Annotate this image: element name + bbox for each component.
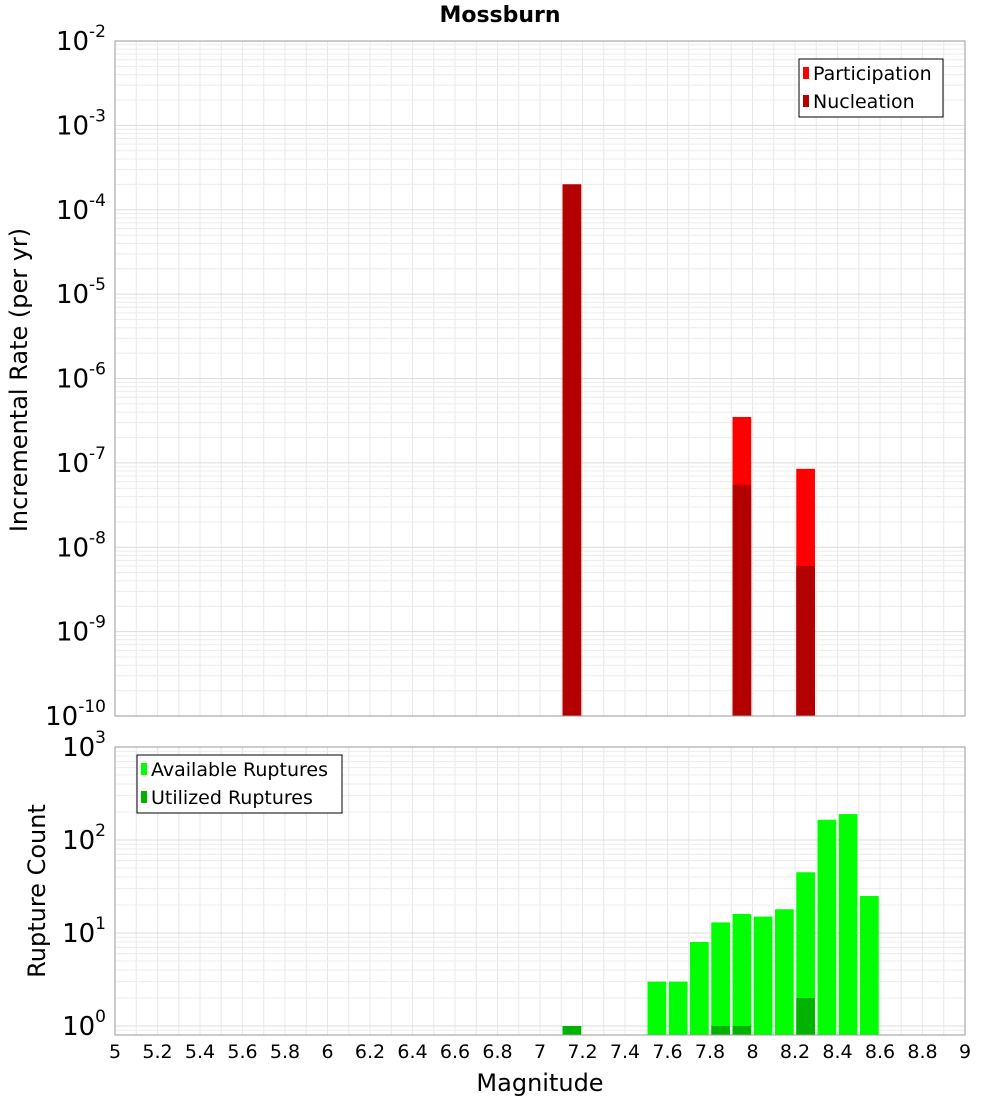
x-tick-label: 7.2 [567,1041,597,1063]
top-y-ticks: 10-10 10-9 10-8 10-7 10-6 10-5 10-4 10-3 10-2 [45,22,106,732]
y-tick-label: 10-2 [56,22,106,57]
bottom-bar-available-ruptures [860,895,879,1035]
x-tick-label: 7.6 [652,1041,682,1063]
y-tick-label: 102 [62,821,106,856]
legend-swatch [803,95,809,107]
legend-swatch [141,763,147,775]
x-tick-label: 8.6 [865,1041,895,1063]
bottom-plot-frame [114,746,966,1036]
y-tick-label: 10-8 [56,528,106,563]
y-tick-label: 10-7 [56,444,106,479]
x-tick-label: 5.4 [185,1041,215,1063]
bottom-bar-utilized-ruptures [732,1025,752,1035]
top-grid [114,40,966,717]
bottom-bar-available-ruptures [711,922,730,1035]
top-bar-nucleation [796,565,815,716]
bottom-y-ticks: 100 101 102 103 [62,728,106,1042]
chart-title: Mossburn [439,3,560,28]
bottom-bar-available-ruptures [796,872,815,1035]
x-tick-label: 6.6 [440,1041,470,1063]
x-tick-label: 8.4 [822,1041,852,1063]
x-tick-label: 9 [959,1041,971,1063]
x-tick-label: 6.8 [482,1041,512,1063]
legend-label: Utilized Ruptures [151,787,313,809]
y-tick-label: 100 [62,1007,106,1042]
y-tick-label: 101 [62,914,106,949]
bottom-bar-utilized-ruptures [562,1025,582,1035]
x-tick-label: 5.8 [270,1041,300,1063]
y-tick-label: 10-3 [56,106,106,141]
legend-box [798,58,944,118]
bottom-legend: Available Ruptures Utilized Ruptures [136,754,343,814]
x-tick-label: 6 [321,1041,333,1063]
bottom-bar-available-ruptures [753,916,773,1035]
x-tick-label: 5 [109,1041,121,1063]
bottom-bar-available-ruptures [817,819,837,1035]
top-bar-nucleation [732,484,752,716]
x-tick-label: 7.8 [695,1041,725,1063]
top-legend: Participation Nucleation [798,58,944,118]
bottom-y-axis-label: Rupture Count [23,804,51,978]
incremental-rate-panel: 10-10 10-9 10-8 10-7 10-6 10-5 10-4 10-3 10-2 In… [5,22,966,732]
x-tick-label: 7.4 [610,1041,640,1063]
x-tick-label: 7 [534,1041,546,1063]
bottom-bar-utilized-ruptures [711,1025,730,1035]
x-ticks: 5 5.2 5.4 5.6 5.8 6 6.2 6.4 6.6 6.8 7 7.2 7.4 7.6 7.8 8… [109,1041,971,1063]
bottom-bar-available-ruptures [690,942,709,1035]
y-tick-label: 103 [62,728,106,763]
legend-swatch [803,67,809,79]
top-plot-frame [114,40,966,717]
top-bar-nucleation [562,184,582,717]
legend-box [136,754,343,814]
top-bars [562,184,815,717]
x-tick-label: 8 [746,1041,758,1063]
y-tick-label: 10-5 [56,275,106,310]
x-tick-label: 8.2 [780,1041,810,1063]
y-tick-label: 10-4 [56,191,106,226]
x-tick-label: 6.4 [397,1041,427,1063]
y-tick-label: 10-6 [56,360,106,395]
x-tick-label: 5.6 [227,1041,257,1063]
bottom-bar-available-ruptures [775,909,794,1035]
legend-label: Nucleation [813,91,915,113]
bottom-bar-available-ruptures [668,981,688,1035]
x-tick-label: 5.2 [142,1041,172,1063]
rupture-count-panel: 100 101 102 103 5 5.2 5.4 5.6 5.8 6 6.2 6.4 6.6 6.8 7… [23,728,971,1097]
y-tick-label: 10-10 [45,697,106,732]
bottom-bar-available-ruptures [732,914,752,1035]
bottom-bar-available-ruptures [647,981,667,1035]
legend-label: Participation [813,63,932,85]
x-tick-label: 6.2 [355,1041,385,1063]
legend-swatch [141,791,147,803]
top-y-axis-label: Incremental Rate (per yr) [5,228,33,532]
y-tick-label: 10-9 [56,613,106,648]
bottom-bars [562,814,879,1035]
x-axis-label: Magnitude [476,1069,603,1097]
legend-label: Available Ruptures [151,759,328,781]
bottom-bar-available-ruptures [838,814,858,1035]
bottom-bar-utilized-ruptures [796,997,815,1035]
x-tick-label: 8.8 [907,1041,937,1063]
